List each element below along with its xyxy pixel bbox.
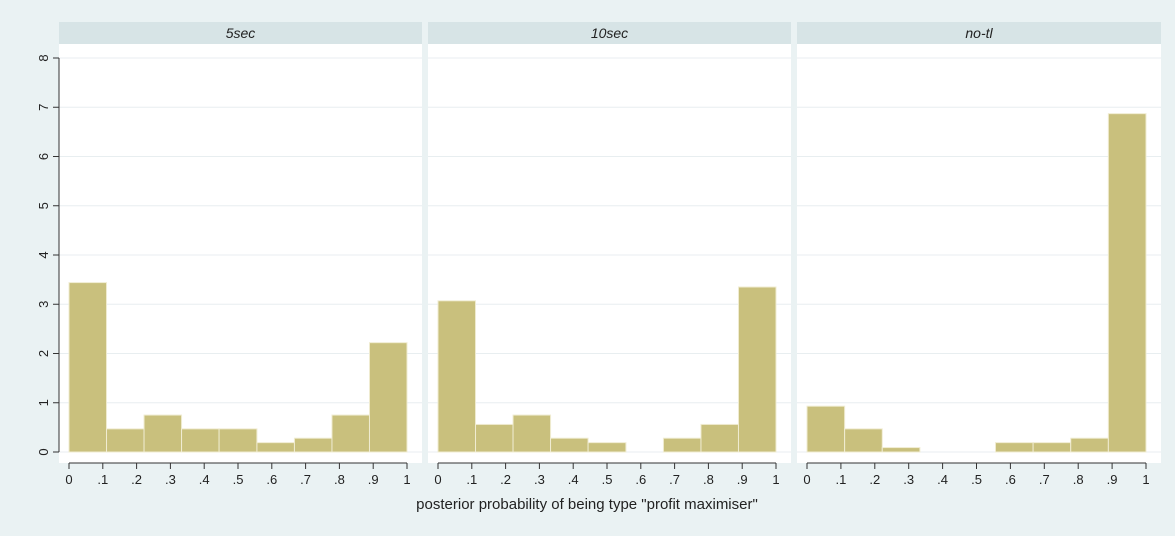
x-tick-label: .5 [602,472,613,487]
x-tick-label: .3 [903,472,914,487]
x-tick-label: .4 [199,472,210,487]
panel-strip [59,22,422,44]
y-tick-label: 8 [36,54,51,61]
x-tick-label: .2 [869,472,880,487]
histogram-bar [437,300,477,453]
histogram-bar [331,414,370,453]
x-tick-label: 1 [772,472,779,487]
histogram-bar [1070,437,1109,453]
histogram-bar [106,428,145,453]
x-tick-label: .4 [937,472,948,487]
x-tick-label: .2 [500,472,511,487]
x-tick-label: 1 [403,472,410,487]
x-tick-label: .6 [1005,472,1016,487]
y-tick-label: 6 [36,153,51,160]
histogram-bar [475,423,514,453]
histogram-bar [994,442,1034,453]
x-tick-label: .3 [165,472,176,487]
plot-area [59,44,422,463]
x-tick-label: .9 [1107,472,1118,487]
panel-strip [428,22,791,44]
histogram-bar [550,437,589,453]
plot-area [428,44,791,463]
y-tick-label: 5 [36,202,51,209]
histogram-bar [368,342,408,453]
x-tick-label: 0 [434,472,441,487]
panel-strip [797,22,1161,44]
x-tick-label: .8 [703,472,714,487]
x-tick-label: .3 [534,472,545,487]
x-axis-title: posterior probability of being type "pro… [416,496,758,513]
histogram-bar [512,414,552,453]
histogram-bar [68,282,108,453]
x-tick-label: .6 [266,472,277,487]
x-tick-label: .5 [233,472,244,487]
histogram-bar [218,428,258,453]
histogram-bar [1107,113,1147,453]
x-tick-label: .8 [334,472,345,487]
histogram-bar [662,437,702,453]
x-tick-label: 1 [1142,472,1149,487]
histogram-bar [1032,442,1072,453]
panel-title: 5sec [226,25,256,41]
histogram-bar [844,428,883,453]
x-tick-label: .9 [368,472,379,487]
x-tick-label: .8 [1073,472,1084,487]
y-tick-label: 4 [36,251,51,258]
histogram-bar [587,442,627,453]
histogram-bar [181,428,220,453]
x-tick-label: 0 [65,472,72,487]
y-tick-label: 2 [36,350,51,357]
panel-title: 10sec [591,25,628,41]
y-tick-label: 7 [36,104,51,111]
histogram-bar [293,437,333,453]
panel-title: no-tl [965,25,993,41]
histogram-bar [700,423,739,453]
x-tick-label: .7 [669,472,680,487]
x-tick-label: .1 [466,472,477,487]
histogram-bar [881,447,921,453]
x-tick-label: .4 [568,472,579,487]
y-tick-label: 1 [36,399,51,406]
x-tick-label: .7 [300,472,311,487]
x-tick-label: .1 [97,472,108,487]
x-tick-label: 0 [803,472,810,487]
x-tick-label: .6 [635,472,646,487]
histogram-bar [806,405,846,453]
x-tick-label: .1 [835,472,846,487]
x-tick-label: .9 [737,472,748,487]
histogram-bar [737,286,777,453]
histogram-bar [256,442,295,453]
y-tick-label: 0 [36,448,51,455]
plot-area [797,44,1161,463]
histogram-bar [143,414,183,453]
x-tick-label: .5 [971,472,982,487]
x-tick-label: .2 [131,472,142,487]
y-tick-label: 3 [36,301,51,308]
x-tick-label: .7 [1039,472,1050,487]
